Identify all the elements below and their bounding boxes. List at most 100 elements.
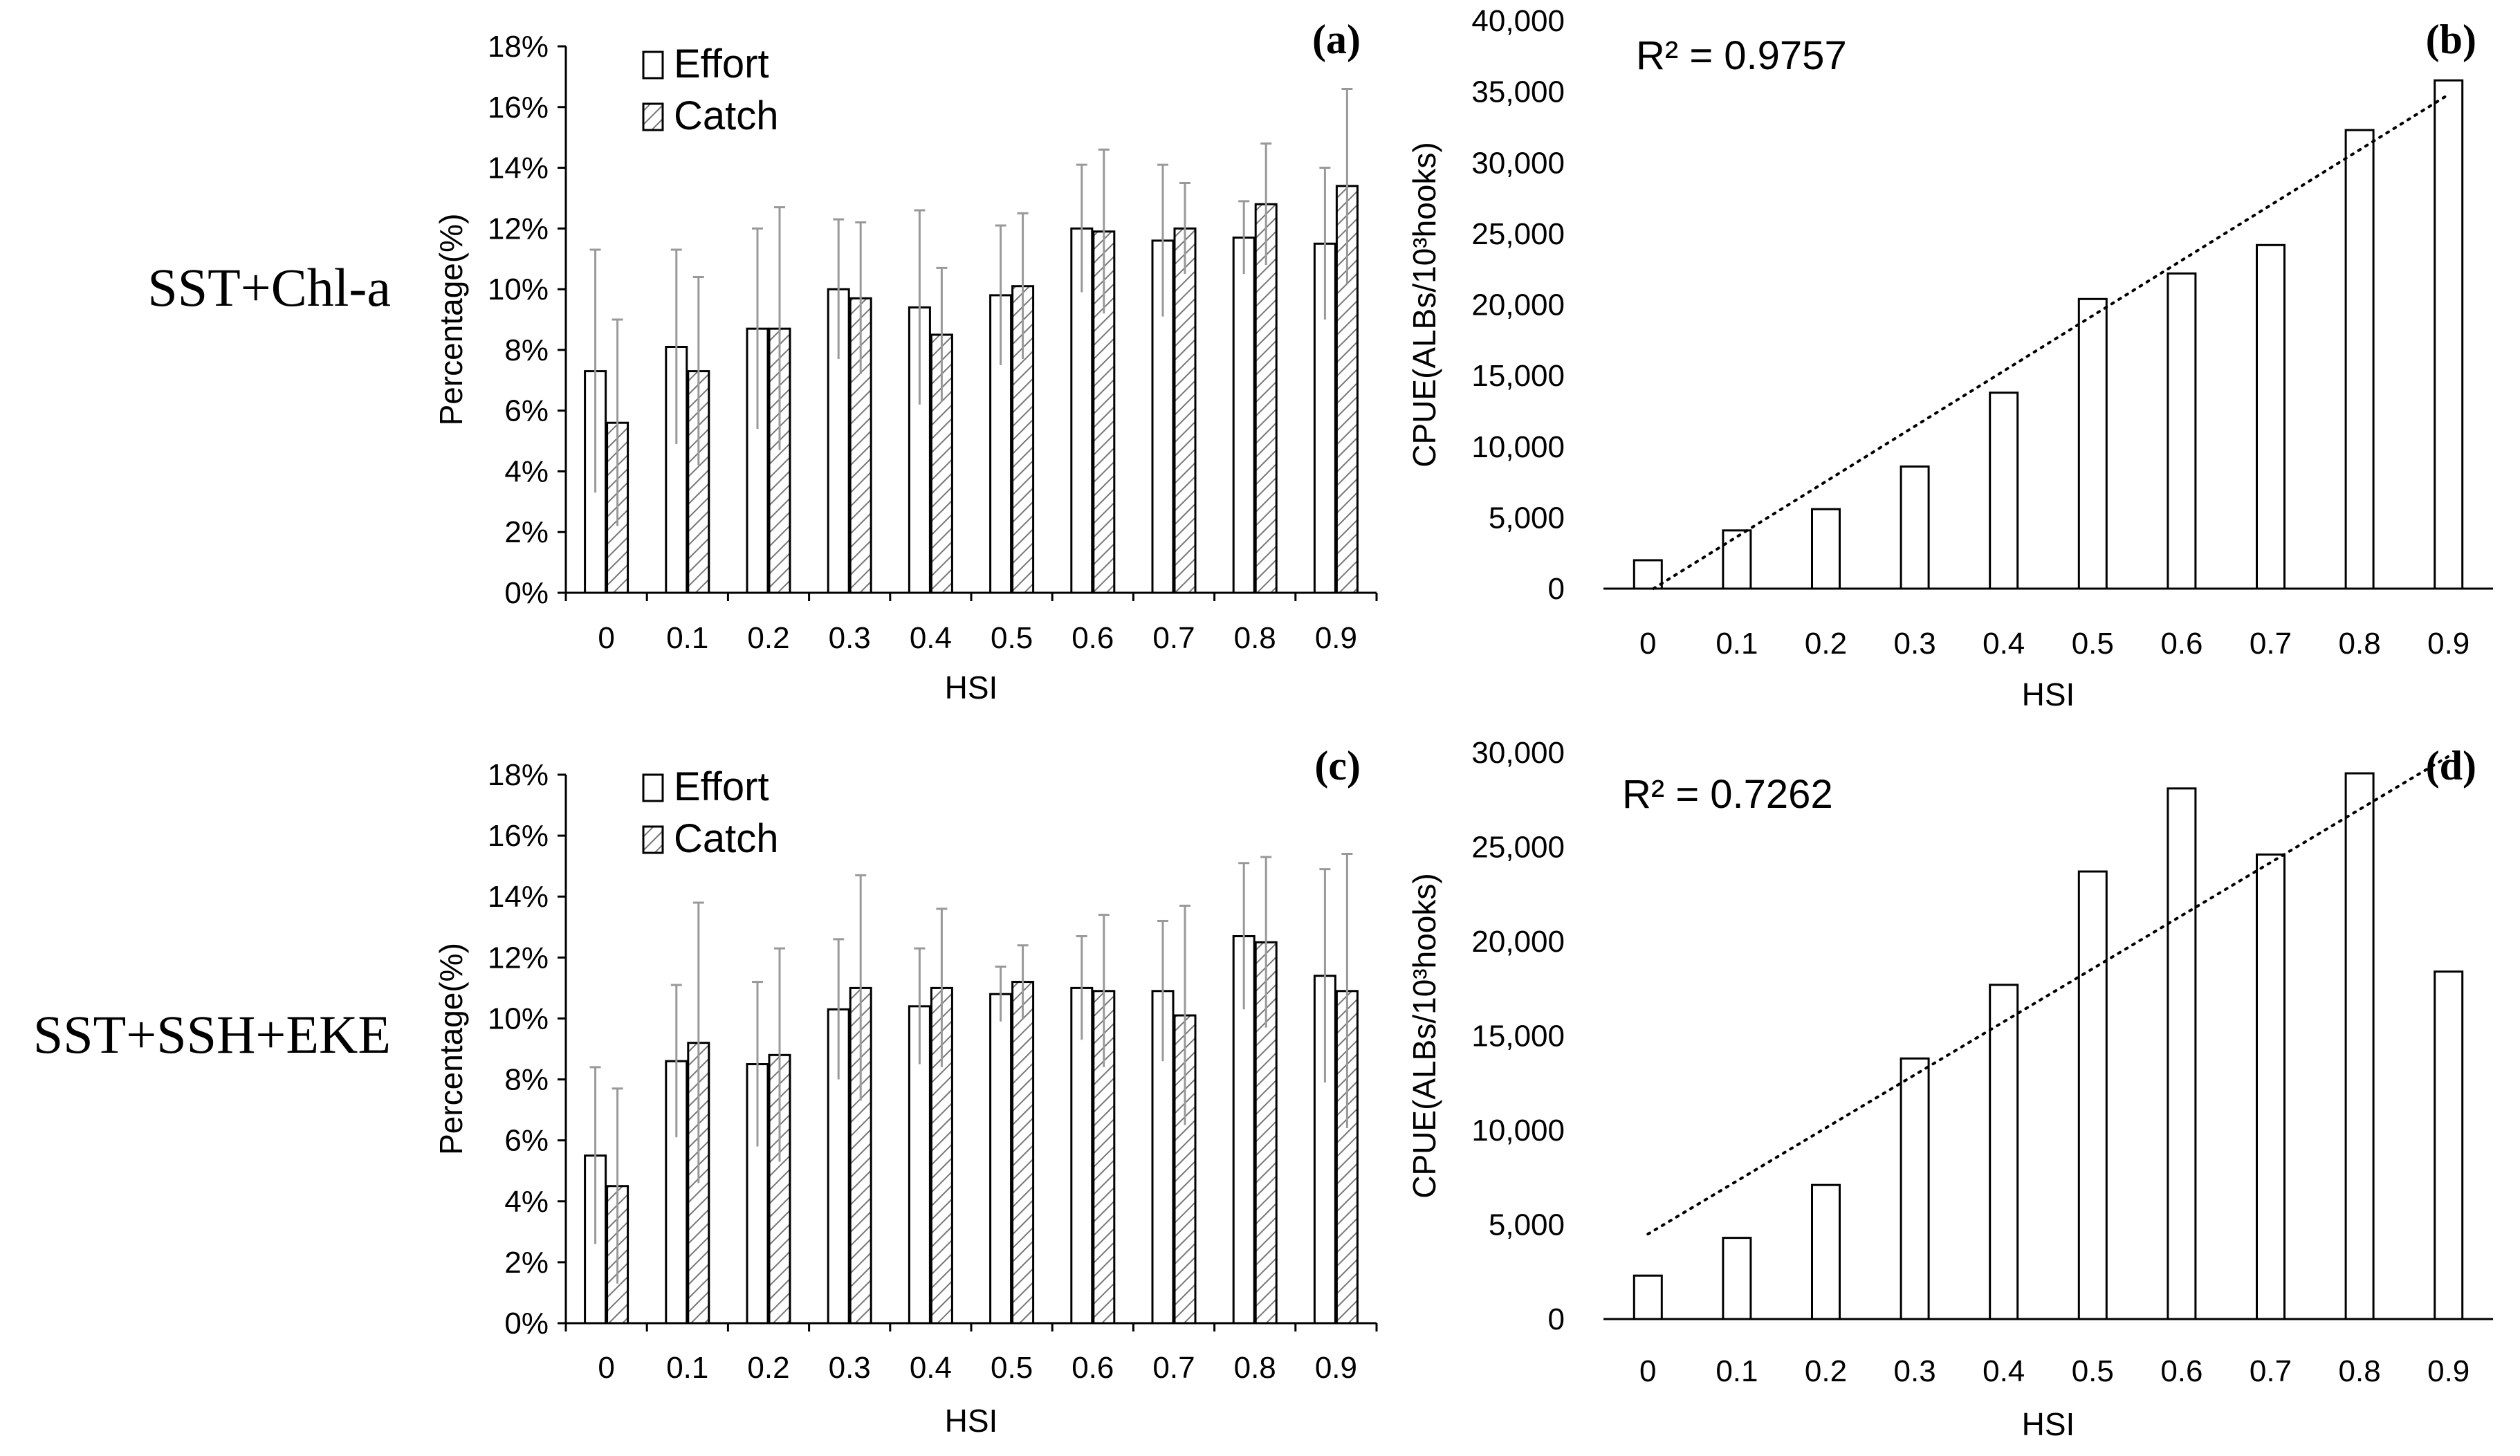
x-tick-label: 0.3 (829, 621, 871, 655)
x-tick-label: 0.8 (1234, 1351, 1276, 1385)
cpue-bar (1989, 391, 2019, 590)
y-axis-title: CPUE(ALBs/10³hooks) (1406, 142, 1442, 467)
cpue-bar (1633, 1274, 1663, 1320)
y-tick-label: 14% (488, 151, 549, 185)
cpue-bar (2167, 787, 2197, 1320)
cpue-bar (1633, 559, 1663, 590)
x-tick-label: 0.7 (1152, 1351, 1195, 1385)
cpue-bar (2167, 272, 2197, 590)
y-tick-label: 16% (488, 819, 549, 853)
y-axis-title: Percentage(%) (433, 943, 469, 1155)
y-tick-label: 5,000 (1489, 501, 1565, 535)
legend-label-catch: Catch (674, 816, 779, 861)
x-tick-label: 0 (1639, 627, 1656, 661)
y-tick-label: 18% (488, 30, 549, 64)
y-tick-label: 0 (1548, 1302, 1565, 1336)
y-tick-label: 8% (504, 1063, 549, 1097)
x-tick-label: 0.4 (1983, 1354, 2025, 1388)
cpue-bar (1989, 984, 2019, 1320)
x-tick-label: 0.4 (910, 1351, 952, 1385)
y-tick-label: 0% (504, 1307, 549, 1340)
x-tick-label: 0.1 (666, 1351, 708, 1385)
x-tick-label: 0.1 (1716, 1354, 1758, 1388)
y-tick-label: 20,000 (1471, 925, 1565, 959)
legend-swatch-catch (642, 825, 664, 854)
legend-swatch-catch (642, 102, 664, 131)
x-tick-label: 0.9 (2427, 627, 2470, 661)
x-tick-label: 0.7 (1152, 621, 1195, 655)
cpue-bar (2256, 853, 2286, 1320)
r-squared-annotation: R² = 0.9757 (1636, 33, 1847, 78)
y-tick-label: 10,000 (1471, 430, 1565, 464)
x-tick-label: 0.2 (747, 621, 789, 655)
y-tick-label: 25,000 (1471, 217, 1565, 251)
cpue-bar (2434, 970, 2464, 1320)
x-tick-label: 0.8 (1234, 621, 1276, 655)
y-tick-label: 35,000 (1471, 75, 1565, 109)
catch-bar (1254, 941, 1278, 1325)
panel-label: (b) (2426, 17, 2476, 62)
legend-label-effort: Effort (674, 764, 769, 809)
x-tick-label: 0.8 (2339, 627, 2381, 661)
catch-bar (1173, 227, 1197, 594)
cpue-bar (1811, 508, 1841, 590)
cpue-bar (2344, 129, 2375, 590)
y-tick-label: 2% (504, 515, 549, 549)
chart-panel-a: 0% 2% 4% 6% 8% 10% 12% 14% 16% 18% 0 0.1 0.2 0.3 0.4 0.… (433, 17, 1378, 706)
cpue-bar (2344, 772, 2375, 1320)
x-axis-title: HSI (2022, 676, 2075, 712)
x-axis-title: HSI (945, 670, 998, 706)
y-tick-label: 15,000 (1471, 1020, 1565, 1053)
x-tick-label: 0.3 (829, 1351, 871, 1385)
legend-swatch-effort (642, 50, 664, 80)
y-tick-label: 2% (504, 1246, 549, 1280)
x-tick-label: 0.5 (991, 621, 1033, 655)
y-tick-label: 6% (504, 394, 549, 428)
x-tick-label: 0.2 (747, 1351, 789, 1385)
x-tick-label: 0.6 (1072, 621, 1114, 655)
y-tick-label: 4% (504, 454, 549, 488)
cpue-bar (1900, 1057, 1930, 1320)
x-tick-label: 0.3 (1894, 627, 1936, 661)
y-tick-label: 12% (488, 212, 549, 246)
x-tick-label: 0.9 (1315, 621, 1357, 655)
x-tick-label: 0.2 (1805, 1354, 1847, 1388)
y-tick-label: 0% (504, 576, 549, 610)
catch-bar (1254, 203, 1278, 594)
panel-label: (a) (1312, 17, 1361, 62)
y-tick-label: 30,000 (1471, 736, 1565, 770)
x-tick-label: 0.9 (1315, 1351, 1357, 1385)
y-axis-title: Percentage(%) (433, 214, 469, 426)
x-tick-label: 0.7 (2250, 1354, 2292, 1388)
y-tick-label: 12% (488, 941, 549, 975)
row-label-sst-ssh-eke: SST+SSH+EKE (33, 1004, 391, 1065)
panel-label: (c) (1314, 743, 1361, 789)
y-tick-label: 40,000 (1471, 4, 1565, 38)
x-tick-label: 0.5 (2072, 627, 2114, 661)
x-tick-label: 0.5 (2072, 1354, 2114, 1388)
effort-bar (584, 1154, 607, 1325)
y-tick-label: 5,000 (1489, 1208, 1565, 1242)
x-tick-label: 0.8 (2339, 1354, 2381, 1388)
row-label-sst-chl-a: SST+Chl-a (147, 257, 391, 317)
y-axis-title: CPUE(ALBs/10³hooks) (1406, 873, 1442, 1198)
cpue-bar (2077, 297, 2108, 590)
x-tick-label: 0 (598, 621, 614, 655)
effort-bar (1232, 237, 1256, 594)
y-tick-label: 0 (1548, 572, 1565, 606)
r-squared-annotation: R² = 0.7262 (1622, 772, 1833, 817)
x-tick-label: 0.1 (1716, 627, 1758, 661)
y-tick-label: 30,000 (1471, 146, 1565, 180)
cpue-bar (2256, 243, 2286, 590)
trendline (1646, 755, 2450, 1236)
chart-panel-b: 0 5,000 10,000 15,000 20,000 25,000 30,000 35,0… (1406, 4, 2493, 712)
cpue-bar (1811, 1183, 1841, 1320)
y-tick-label: 6% (504, 1124, 549, 1158)
x-tick-label: 0.5 (991, 1351, 1033, 1385)
catch-bar (1011, 981, 1035, 1325)
x-axis-title: HSI (945, 1403, 998, 1439)
y-tick-label: 4% (504, 1185, 549, 1219)
x-tick-label: 0.6 (1072, 1351, 1114, 1385)
x-tick-label: 0 (1639, 1354, 1656, 1388)
